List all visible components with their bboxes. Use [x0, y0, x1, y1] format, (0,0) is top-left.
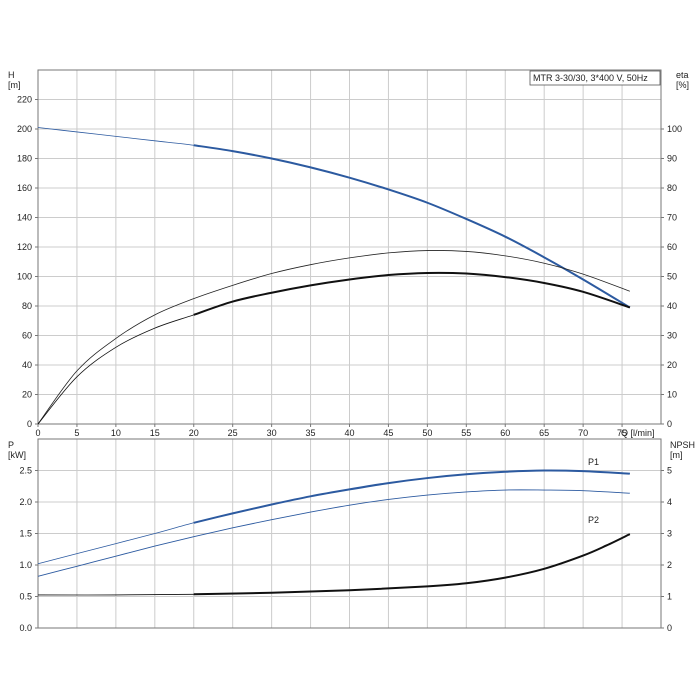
lower-chart: 0.0 0.5 1.0 1.5 2.0 2.5 0 1 2 3 4 5 P [kW] NPSH [m] P… — [8, 438, 695, 634]
chart-title: MTR 3-30/30, 3*400 V, 50Hz — [533, 73, 648, 83]
series-0-line — [193, 144, 631, 309]
lower-left-axis-label: P [kW] — [8, 440, 26, 460]
y2-tick-label: 4 — [667, 497, 672, 507]
y-tick-label: 60 — [22, 331, 32, 341]
y2-tick-label: 1 — [667, 592, 672, 602]
y-tick-label: 40 — [22, 360, 32, 370]
lower-series — [37, 469, 631, 596]
y2-tick-label: 60 — [667, 242, 677, 252]
y-tick-label: 140 — [17, 213, 32, 223]
x-tick-label: 65 — [539, 428, 549, 438]
y2-tick-label: 30 — [667, 331, 677, 341]
y2-tick-label: 20 — [667, 360, 677, 370]
y-tick-label: 2.0 — [19, 497, 32, 507]
y2-tick-label: 3 — [667, 529, 672, 539]
x-tick-label: 45 — [383, 428, 393, 438]
y2-tick-label: 2 — [667, 560, 672, 570]
x-tick-label: 55 — [461, 428, 471, 438]
y2-tick-label: 100 — [667, 124, 682, 134]
y-tick-label: 1.0 — [19, 560, 32, 570]
upper-left-axis-label: H [m] — [8, 70, 21, 90]
lower-right-axis-label: NPSH [m] — [670, 440, 695, 460]
lower-tick-labels: 0.0 0.5 1.0 1.5 2.0 2.5 0 1 2 3 4 5 — [19, 466, 672, 634]
y2-tick-label: 50 — [667, 272, 677, 282]
upper-tick-labels: 0204060801001201401601802002200102030405… — [17, 95, 682, 439]
series-2-line-thin — [37, 272, 630, 425]
x-tick-label: 40 — [344, 428, 354, 438]
y-tick-label: 0.5 — [19, 592, 32, 602]
y-tick-label: 220 — [17, 95, 32, 105]
y2-tick-label: 40 — [667, 301, 677, 311]
x-tick-label: 35 — [306, 428, 316, 438]
series-1-line — [37, 250, 630, 425]
upper-right-axis-label: eta [%] — [676, 70, 689, 90]
y-tick-label: 80 — [22, 301, 32, 311]
upper-chart: 0204060801001201401601802002200102030405… — [8, 69, 689, 439]
x-tick-label: 5 — [74, 428, 79, 438]
lower-grid — [38, 439, 661, 628]
y2-tick-label: 80 — [667, 183, 677, 193]
y2-tick-label: 10 — [667, 390, 677, 400]
title-box — [529, 70, 661, 86]
x-tick-label: 15 — [150, 428, 160, 438]
y-tick-label: 160 — [17, 183, 32, 193]
x-tick-label: 0 — [35, 428, 40, 438]
series-0-line-thin — [37, 470, 630, 565]
y-tick-label: 200 — [17, 124, 32, 134]
x-tick-label: 50 — [422, 428, 432, 438]
y-tick-label: 120 — [17, 242, 32, 252]
y2-tick-label: 90 — [667, 154, 677, 164]
y-tick-label: 0 — [27, 419, 32, 429]
series-0-line — [193, 469, 630, 524]
y-tick-label: 100 — [17, 272, 32, 282]
x-tick-label: 20 — [189, 428, 199, 438]
y-tick-label: 2.5 — [19, 466, 32, 476]
x-tick-label: 25 — [228, 428, 238, 438]
x-tick-label: 30 — [267, 428, 277, 438]
upper-grid — [38, 70, 661, 424]
y-tick-label: 20 — [22, 390, 32, 400]
x-tick-label: 60 — [500, 428, 510, 438]
y2-tick-label: 0 — [667, 623, 672, 633]
y2-tick-label: 5 — [667, 466, 672, 476]
upper-x-axis-label: Q [l/min] — [621, 428, 655, 438]
series-label-p2: P2 — [588, 515, 599, 525]
x-tick-label: 10 — [111, 428, 121, 438]
series-2-line — [193, 271, 631, 316]
y2-tick-label: 0 — [667, 419, 672, 429]
series-1-line — [37, 489, 630, 577]
y2-tick-label: 70 — [667, 213, 677, 223]
upper-series — [37, 127, 631, 425]
y-tick-label: 1.5 — [19, 529, 32, 539]
y-tick-label: 0.0 — [19, 623, 32, 633]
x-tick-label: 75 — [617, 428, 627, 438]
series-2-line — [193, 533, 631, 596]
series-label-p1: P1 — [588, 457, 599, 467]
x-tick-label: 70 — [578, 428, 588, 438]
y-tick-label: 180 — [17, 154, 32, 164]
